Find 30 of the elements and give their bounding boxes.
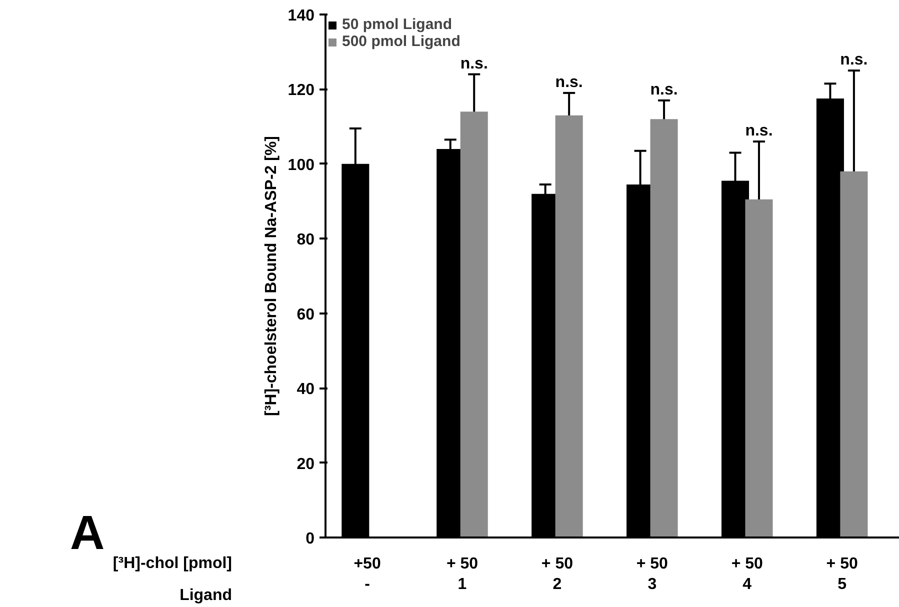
y-tick-label: 120: [288, 82, 315, 100]
y-tick-label: 0: [306, 530, 315, 548]
x-tick-label: +50 -: [354, 556, 381, 593]
annotation: n.s.: [460, 55, 488, 72]
y-tick-label: 60: [296, 306, 315, 324]
x-tick-label: + 50 2: [541, 556, 574, 593]
legend-label: 50 pmol Ligand: [342, 16, 452, 33]
legend-label: 500 pmol Ligand: [342, 33, 460, 50]
bar: [650, 119, 678, 538]
annotation: n.s.: [555, 74, 583, 91]
y-tick-label: 20: [296, 456, 315, 473]
annotation: n.s.: [745, 122, 773, 140]
bar: [555, 115, 583, 538]
y-axis-title: [³H]-choelsterol Bound Na-ASP-2 [%]: [262, 136, 280, 416]
x-tick-label: + 50 4: [731, 556, 764, 593]
x-tick-label: + 50 5: [826, 556, 858, 593]
annotation: n.s.: [840, 52, 868, 69]
x-tick-label: + 50 3: [636, 556, 668, 593]
y-tick-label: 40: [296, 381, 315, 398]
bar: [840, 171, 868, 538]
text: A: [70, 506, 105, 562]
text: [³H]-chol [pmol]: [112, 554, 232, 574]
bar: [745, 199, 773, 538]
bar: [460, 112, 488, 538]
y-tick-label: 100: [288, 156, 315, 174]
x-tick-label: + 50 1: [446, 556, 478, 593]
y-tick-label: 80: [296, 232, 315, 249]
y-tick-label: 140: [288, 8, 315, 24]
text: Ligand: [180, 586, 232, 606]
annotation: n.s.: [650, 81, 678, 98]
